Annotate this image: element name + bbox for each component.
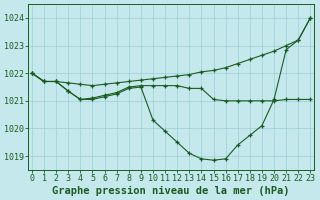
X-axis label: Graphe pression niveau de la mer (hPa): Graphe pression niveau de la mer (hPa) [52,186,290,196]
